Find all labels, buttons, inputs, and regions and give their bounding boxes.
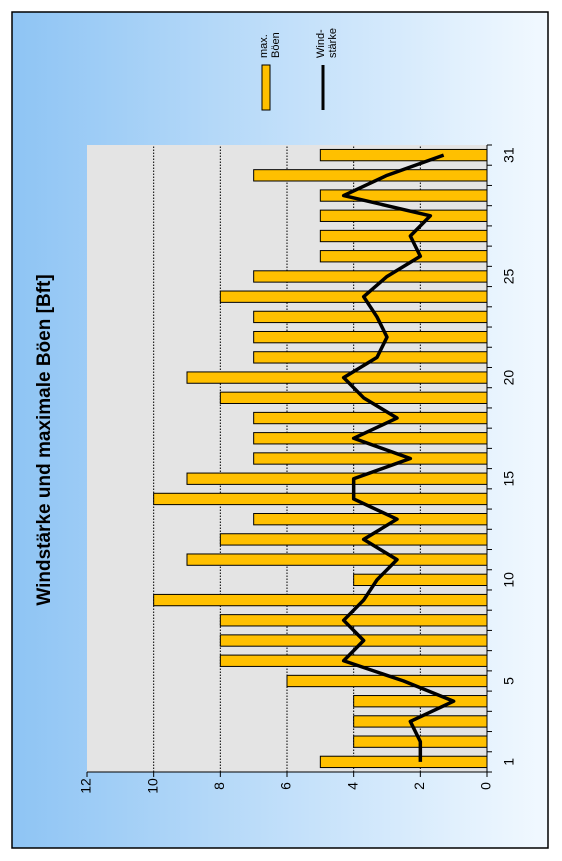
bar [253, 452, 488, 465]
bar [253, 270, 488, 283]
bar [186, 371, 488, 384]
x-tick-label: 1 [501, 758, 517, 766]
bar [253, 330, 488, 344]
bar [319, 250, 488, 263]
y-tick-label: 10 [144, 778, 160, 794]
bar [319, 229, 488, 243]
bar [319, 148, 488, 162]
x-tick-label: 15 [501, 471, 517, 487]
x-tick-label: 31 [501, 147, 517, 163]
bar [353, 695, 488, 708]
bar [253, 169, 488, 182]
x-tick-label: 25 [501, 268, 517, 284]
y-tick-label: 0 [478, 782, 494, 790]
bar [219, 614, 488, 627]
x-tick-label: 5 [501, 677, 517, 685]
bar [153, 593, 488, 607]
bar [319, 755, 488, 769]
bar [253, 513, 488, 526]
bar [186, 472, 488, 485]
y-tick-label: 2 [411, 782, 427, 790]
line [341, 153, 456, 762]
legend-label: Wind-stärke [315, 28, 339, 58]
y-tick-label: 4 [344, 782, 360, 790]
y-tick-label: 8 [211, 782, 227, 790]
bar [186, 553, 488, 566]
x-tick-label: 10 [501, 572, 517, 588]
bar [253, 310, 488, 324]
bar [219, 533, 488, 546]
bar [219, 634, 488, 647]
bar [319, 209, 488, 222]
legend-label: max. Böen [258, 31, 282, 58]
chart-title: Windstärke und maximale Böen [Bft] [34, 274, 55, 605]
bar [253, 432, 488, 445]
rotated-chart: Windstärke und maximale Böen [Bft] 0 2 4 6 8… [11, 11, 549, 849]
legend-swatch [261, 64, 271, 111]
bar [253, 411, 488, 425]
x-tick-label: 20 [501, 370, 517, 386]
y-tick-label: 12 [78, 778, 94, 794]
bar [219, 391, 488, 404]
y-tick-label: 6 [278, 782, 294, 790]
bar [153, 492, 488, 506]
bar [219, 290, 488, 303]
